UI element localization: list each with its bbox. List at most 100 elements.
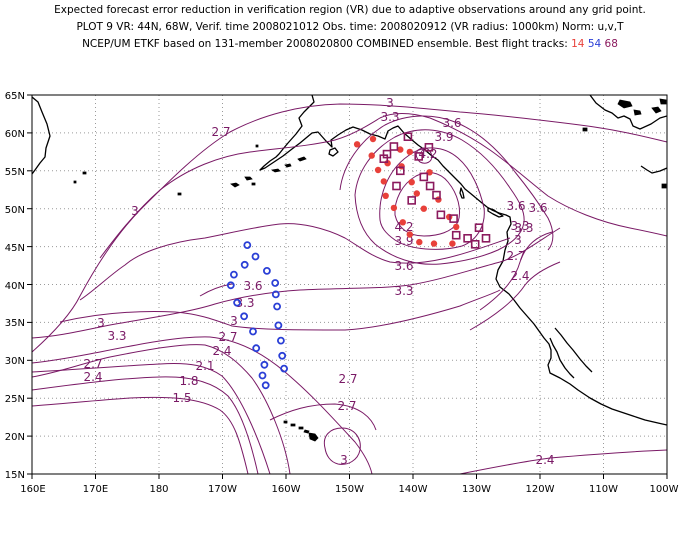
track-14-marker xyxy=(449,240,456,247)
contour-3.6-inner xyxy=(354,129,525,265)
gulf-of-california-coast xyxy=(554,327,593,373)
x-tick-label: 140W xyxy=(399,484,428,495)
haida-gwaii-coast xyxy=(459,187,465,199)
track-68-marker xyxy=(436,210,446,220)
contour-label: 3.6 xyxy=(442,116,461,130)
track-14-marker xyxy=(416,238,423,246)
x-tick-label: 120W xyxy=(526,484,555,495)
track-54-marker xyxy=(226,281,235,290)
tick-marks xyxy=(27,94,668,479)
contour-labels: 3 3.3 3.6 3.9 4.2 2.7 3 3.3 3.6 4.2 3.9 … xyxy=(83,96,554,467)
track-14-marker xyxy=(406,148,413,156)
track-14-marker xyxy=(453,223,460,231)
track-68-marker xyxy=(481,234,491,243)
contour-4.2-north xyxy=(415,147,433,164)
track-14-label: 14 xyxy=(571,38,585,50)
y-tick-label: 50N xyxy=(5,205,25,216)
contour-3-hawaii-loop xyxy=(323,427,361,465)
title-line-3-prefix: NCEP/UM ETKF based on 131-member 2008020… xyxy=(82,38,568,50)
contour-label: 2.4 xyxy=(83,370,102,384)
contour-label: 4.2 xyxy=(394,220,413,234)
track-68-marker xyxy=(392,181,401,191)
track-68-marker xyxy=(425,181,435,191)
contour-2.4-east xyxy=(469,261,561,331)
aleutian-islands xyxy=(177,156,307,196)
contour-3.6-nw xyxy=(199,283,233,297)
contour-label: 4.2 xyxy=(418,147,437,161)
track-68-marker xyxy=(403,132,413,141)
track-54-marker xyxy=(280,364,289,373)
contour-label: 3.3 xyxy=(380,110,399,124)
x-tick-label: 150W xyxy=(335,484,364,495)
contour-label: 3.6 xyxy=(506,199,525,213)
track-68-marker xyxy=(407,196,417,205)
contour-2.4-west xyxy=(32,344,291,474)
coastlines xyxy=(32,95,667,426)
contour-label: 3.3 xyxy=(394,284,413,298)
x-tick-label: 100W xyxy=(650,484,679,495)
track-14-marker xyxy=(420,205,427,212)
contour-2.7-east xyxy=(479,231,553,311)
track-68-marker xyxy=(395,166,405,176)
error-reduction-contours xyxy=(32,103,667,474)
contour-2.7-north xyxy=(32,103,667,353)
contour-3.3-west xyxy=(32,227,561,339)
track-54-marker xyxy=(276,336,285,345)
james-bay-coast xyxy=(640,165,667,174)
track-54-marker xyxy=(251,252,260,261)
contour-label: 2.7 xyxy=(83,357,102,371)
contour-3-north xyxy=(99,113,667,259)
contour-4.2-inner xyxy=(394,172,461,237)
contour-label: 3.3 xyxy=(510,219,529,233)
contour-1.8 xyxy=(32,376,259,474)
contour-label: 2.4 xyxy=(510,269,529,283)
contour-label: 1.8 xyxy=(179,374,198,388)
contour-label: 3.3 xyxy=(514,221,533,235)
track-14-marker xyxy=(390,204,398,212)
x-tick-label: 180 xyxy=(149,484,168,495)
track-54-marker xyxy=(240,260,249,269)
track-68-marker xyxy=(449,214,458,223)
track-54-marker xyxy=(249,327,257,336)
contour-label: 3 xyxy=(131,204,139,218)
contour-label: 2.1 xyxy=(195,359,214,373)
track-14-marker xyxy=(369,135,377,143)
track-68-marker xyxy=(432,190,441,200)
track-68-marker xyxy=(424,143,434,152)
contour-label: 3 xyxy=(340,453,348,467)
contour-label: 1.5 xyxy=(172,391,191,405)
track-54-marker xyxy=(261,381,270,390)
track-54-marker xyxy=(233,298,242,307)
contour-label: 3.3 xyxy=(107,329,126,343)
contour-label: 3.6 xyxy=(528,201,547,215)
contour-label: 3.6 xyxy=(243,279,262,293)
track-54-marker xyxy=(271,290,280,299)
contour-label: 3.6 xyxy=(394,259,413,273)
flight-track-markers xyxy=(226,132,491,390)
title-line-1: Expected forecast error reduction in ver… xyxy=(54,4,646,16)
track-14-marker xyxy=(397,146,404,153)
y-tick-label: 25N xyxy=(5,394,25,405)
arctic-islands xyxy=(582,98,667,189)
contour-label: 2.7 xyxy=(506,249,525,263)
x-tick-label: 130W xyxy=(462,484,491,495)
track-54-marker xyxy=(240,312,249,321)
x-tick-label: 160E xyxy=(20,484,45,495)
y-tick-label: 40N xyxy=(5,281,25,292)
contour-label: 3 xyxy=(97,316,105,330)
north-america-coast xyxy=(259,95,667,426)
x-tick-label: 170E xyxy=(83,484,108,495)
track-14-marker xyxy=(413,190,420,197)
y-tick-label: 45N xyxy=(5,243,25,254)
track-14-marker xyxy=(353,141,361,148)
track-68-marker xyxy=(382,149,392,159)
track-68-marker xyxy=(463,234,472,243)
track-14-marker xyxy=(408,179,415,186)
track-14-marker xyxy=(382,192,389,199)
contour-label: 3 xyxy=(514,233,522,247)
contour-2.7-hawaii xyxy=(269,403,377,431)
contour-label: 3.9 xyxy=(434,130,453,144)
x-tick-label: 170W xyxy=(208,484,237,495)
x-tick-label: 110W xyxy=(589,484,618,495)
